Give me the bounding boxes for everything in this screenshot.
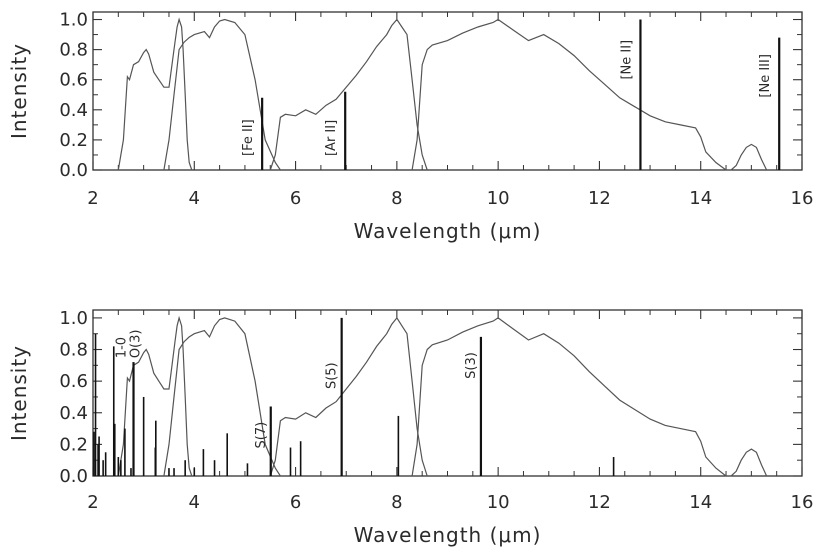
filter-transmission-curve: [269, 316, 428, 477]
x-tick-label: 6: [290, 492, 301, 513]
y-tick-label: 0.6: [59, 70, 88, 91]
filter-transmission-curve: [163, 18, 281, 171]
lower-panel: 2 4 6 8 10 12 14 16 0.0 0.2 0.4 0.6 0.8 1.0 Wavelength…: [7, 308, 813, 547]
filter-transmission-curve: [163, 317, 281, 477]
x-tick-label: 10: [487, 188, 510, 209]
x-tick-label: 10: [487, 492, 510, 513]
x-tick-label: 14: [689, 188, 712, 209]
y-tick-label: 0.8: [59, 340, 88, 361]
y-tick-label: 0.0: [59, 466, 88, 487]
x-tick-label: 12: [588, 492, 611, 513]
x-tick-label: 2: [87, 492, 98, 513]
x-tick-label: 6: [290, 188, 301, 209]
y-tick-label: 0.2: [59, 434, 88, 455]
y-tick-label: 0.2: [59, 130, 88, 151]
x-tick-label: 14: [689, 492, 712, 513]
y-tick-label: 0.4: [59, 403, 88, 424]
y-tick-label: 1.0: [59, 308, 88, 329]
x-axis-label: Wavelength (μm): [354, 219, 542, 243]
emission-line-label: 1-0O(3): [115, 330, 144, 359]
emission-line-label: [Fe II]: [241, 119, 256, 156]
y-tick-label: 0.6: [59, 371, 88, 392]
emission-line-label: [Ne III]: [758, 54, 773, 98]
emission-line-label: [Ar II]: [324, 120, 339, 156]
y-axis-label: Intensity: [7, 43, 31, 139]
x-tick-label: 12: [588, 188, 611, 209]
x-tick-label: 2: [87, 188, 98, 209]
filter-transmission-curve: [411, 18, 768, 171]
y-tick-label: 0.4: [59, 100, 88, 121]
emission-line-label: [Ne II]: [619, 40, 634, 80]
y-tick-label: 0.0: [59, 160, 88, 181]
x-tick-label: 16: [791, 492, 814, 513]
x-tick-label: 8: [391, 492, 402, 513]
emission-line-label: S(5): [325, 362, 340, 389]
emission-line-label: S(7): [254, 422, 269, 449]
emission-line-label: S(3): [464, 352, 479, 379]
x-tick-label: 4: [189, 188, 200, 209]
filter-transmission-curve: [269, 18, 428, 171]
x-tick-label: 4: [189, 492, 200, 513]
filter-transmission-curve: [411, 317, 768, 477]
x-axis-label: Wavelength (μm): [354, 523, 542, 547]
y-tick-label: 1.0: [59, 10, 88, 31]
x-tick-label: 8: [391, 188, 402, 209]
filter-transmission-curve: [117, 17, 193, 171]
upper-panel: 2 4 6 8 10 12 14 16 0.0 0.2 0.4 0.6 0.8 1.0 Wavelength…: [7, 10, 813, 243]
y-tick-label: 0.8: [59, 40, 88, 61]
x-tick-label: 16: [791, 188, 814, 209]
y-axis-label: Intensity: [7, 345, 31, 441]
